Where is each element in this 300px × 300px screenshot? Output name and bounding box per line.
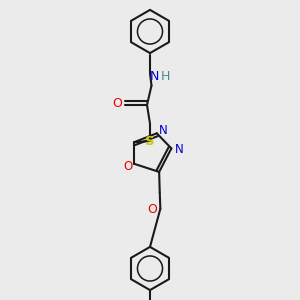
Text: N: N <box>150 70 159 83</box>
Text: S: S <box>145 135 154 148</box>
Text: N: N <box>175 143 183 156</box>
Text: H: H <box>160 70 170 83</box>
Text: O: O <box>123 160 132 173</box>
Text: O: O <box>147 203 157 216</box>
Text: N: N <box>159 124 168 137</box>
Text: O: O <box>112 97 122 110</box>
